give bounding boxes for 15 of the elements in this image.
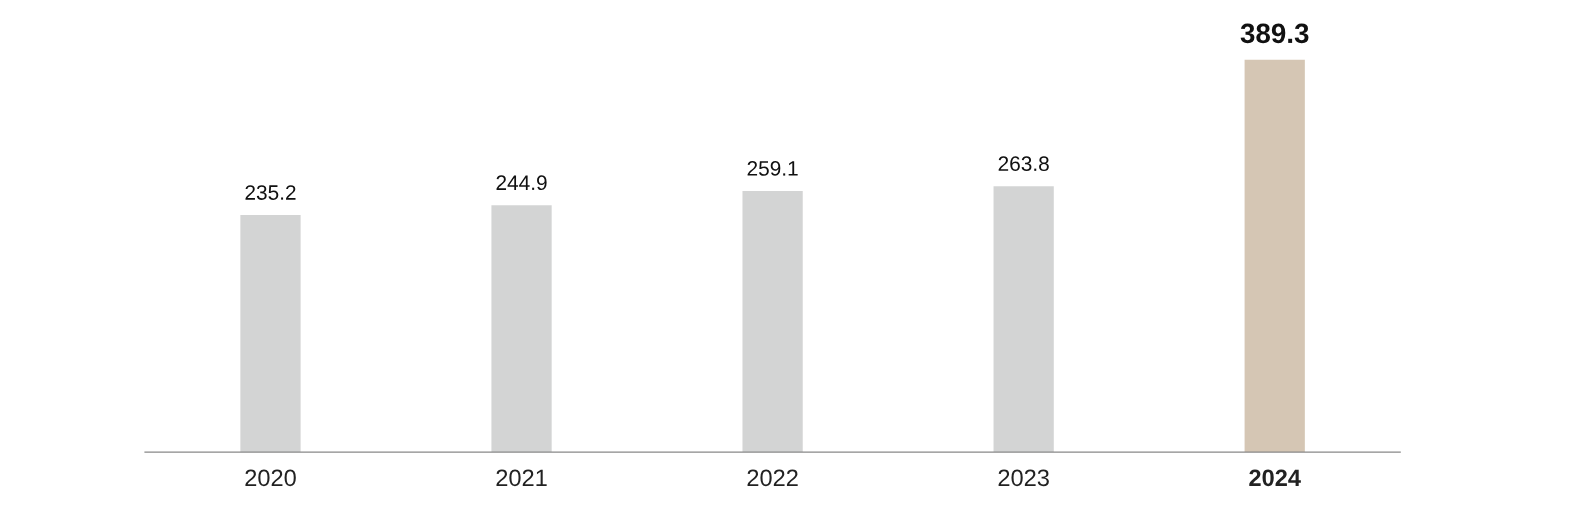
x-tick-label: 2021 [496, 469, 547, 487]
data-label: 244.9 [496, 175, 547, 191]
bar [491, 205, 552, 453]
bar [993, 186, 1054, 453]
bar [240, 215, 301, 453]
data-label: 389.3 [1240, 23, 1309, 44]
bar [1244, 59, 1305, 453]
x-tick-label: 2022 [747, 469, 798, 487]
x-tick-label: 2023 [998, 469, 1049, 487]
data-label: 235.2 [245, 185, 296, 200]
data-label: 263.8 [998, 156, 1049, 172]
bar [742, 191, 803, 453]
data-label: 259.1 [747, 161, 798, 176]
x-tick-label: 2024 [1249, 469, 1301, 487]
x-tick-label: 2020 [245, 469, 296, 487]
